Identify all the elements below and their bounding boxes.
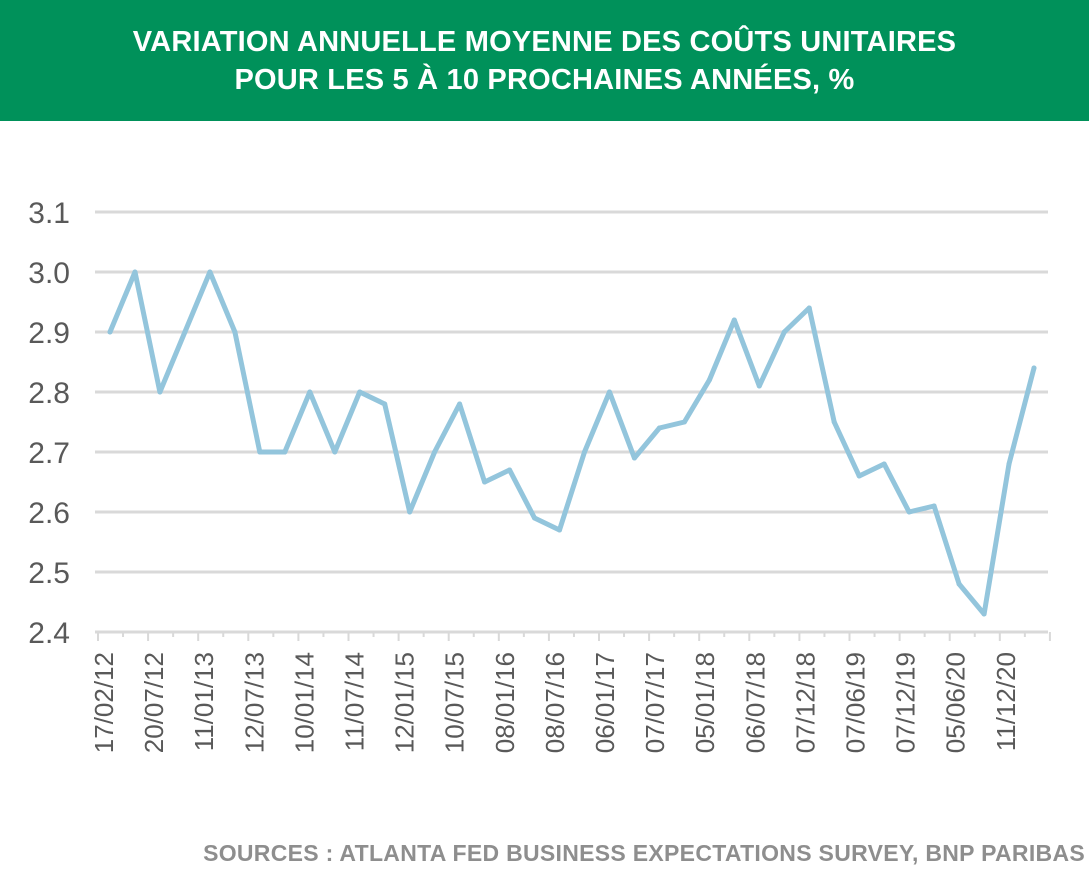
data-point: [881, 461, 887, 467]
y-tick-label: 2.4: [28, 617, 70, 650]
x-tick-label: 12/01/15: [390, 652, 420, 753]
y-tick-label: 2.8: [28, 377, 70, 410]
data-point: [182, 329, 188, 335]
data-point: [207, 269, 213, 275]
title-banner: VARIATION ANNUELLE MOYENNE DES COÛTS UNI…: [0, 0, 1089, 121]
y-tick-label: 3.1: [28, 197, 70, 230]
x-tick-label: 11/12/20: [991, 652, 1021, 751]
x-tick-label: 10/01/14: [289, 652, 319, 753]
data-point: [482, 479, 488, 485]
data-point: [756, 383, 762, 389]
data-point: [157, 389, 163, 395]
data-point: [706, 377, 712, 383]
data-point: [307, 389, 313, 395]
data-point: [532, 515, 538, 521]
x-tick-label: 12/07/13: [239, 652, 269, 753]
data-point: [357, 389, 363, 395]
y-tick-label: 2.6: [28, 497, 70, 530]
x-tick-label: 10/07/15: [440, 652, 470, 753]
x-tick-label: 08/07/16: [540, 652, 570, 753]
data-point: [332, 449, 338, 455]
data-point: [931, 503, 937, 509]
data-point: [257, 449, 263, 455]
data-point: [507, 467, 513, 473]
data-point: [132, 269, 138, 275]
chart-title-line-2: POUR LES 5 À 10 PROCHAINES ANNÉES, %: [234, 63, 855, 96]
data-point: [1031, 365, 1037, 371]
data-point: [956, 581, 962, 587]
source-note: SOURCES : ATLANTA FED BUSINESS EXPECTATI…: [203, 840, 1085, 866]
y-tick-label: 2.9: [28, 317, 70, 350]
chart-title-line-1: VARIATION ANNUELLE MOYENNE DES COÛTS UNI…: [132, 25, 957, 58]
x-tick-label: 11/01/13: [189, 652, 219, 751]
data-point: [656, 425, 662, 431]
x-tick-label: 07/12/19: [891, 652, 921, 753]
x-tick-label: 20/07/12: [139, 652, 169, 753]
x-tick-label: 08/01/16: [490, 652, 520, 753]
y-tick-label: 2.7: [28, 437, 70, 470]
x-tick-label: 17/02/12: [89, 652, 119, 753]
data-point: [681, 419, 687, 425]
x-tick-label: 11/07/14: [340, 652, 370, 751]
data-point: [432, 449, 438, 455]
data-point: [731, 317, 737, 323]
x-tick-label: 07/06/19: [841, 652, 871, 753]
data-point: [631, 455, 637, 461]
data-point: [606, 389, 612, 395]
y-tick-label: 3.0: [28, 257, 70, 290]
data-point: [806, 305, 812, 311]
data-point: [981, 611, 987, 617]
data-point: [906, 509, 912, 515]
data-point: [232, 329, 238, 335]
data-point: [107, 329, 113, 335]
data-point: [407, 509, 413, 515]
data-point: [781, 329, 787, 335]
data-point: [557, 527, 563, 533]
data-point: [382, 401, 388, 407]
x-tick-label: 06/07/18: [740, 652, 770, 753]
x-tick-label: 06/01/17: [590, 652, 620, 753]
data-point: [856, 473, 862, 479]
x-tick-label: 05/06/20: [941, 652, 971, 753]
data-point: [581, 449, 587, 455]
data-point: [282, 449, 288, 455]
y-tick-label: 2.5: [28, 557, 70, 590]
x-tick-label: 07/12/18: [790, 652, 820, 753]
x-tick-label: 07/07/17: [640, 652, 670, 753]
series-line: [107, 269, 1037, 617]
data-point: [1006, 461, 1012, 467]
data-point: [457, 401, 463, 407]
data-point: [831, 419, 837, 425]
x-tick-label: 05/01/18: [690, 652, 720, 753]
